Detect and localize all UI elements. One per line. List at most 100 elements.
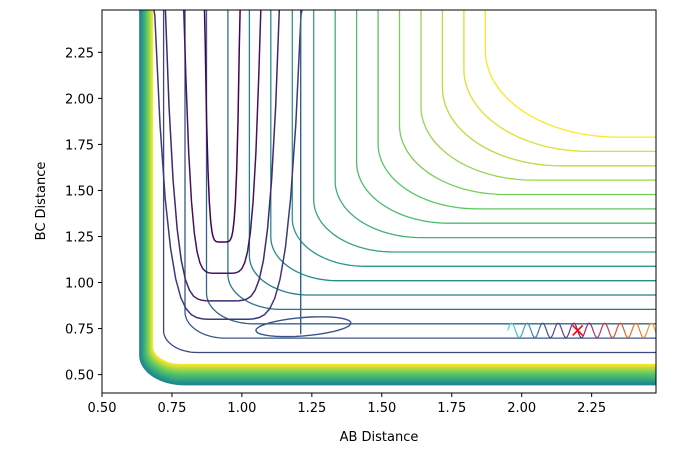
trajectory-segment [573, 323, 576, 326]
trajectory-segment [537, 328, 541, 332]
trajectory-segment [587, 322, 590, 325]
trajectory-segment [535, 334, 538, 337]
contour-line [162, 10, 656, 354]
trajectory-segment [512, 323, 515, 327]
trajectory-segment [524, 323, 527, 327]
trajectory-segment [507, 327, 510, 331]
contour-line [145, 10, 656, 376]
trajectory-segment [523, 326, 526, 330]
y-tick-label: 1.75 [65, 138, 94, 153]
trajectory-segment [618, 322, 621, 325]
trajectory-segment [624, 333, 627, 337]
trajectory-segment [514, 329, 517, 333]
x-tick-label: 2.00 [507, 401, 536, 416]
contour-line [203, 10, 241, 243]
trajectory-segment [525, 322, 528, 325]
trajectory-segment [541, 322, 543, 325]
trajectory-segment [567, 332, 570, 336]
contour-line [146, 10, 656, 374]
trajectory-segment [615, 329, 618, 333]
contour-lines [139, 10, 656, 386]
x-tick-label: 1.75 [437, 401, 466, 416]
trajectory-segment [597, 335, 600, 338]
contour-line [151, 10, 656, 367]
contour-line [149, 10, 656, 369]
trajectory-segment [630, 331, 633, 335]
y-tick-label: 1.00 [65, 277, 94, 292]
x-tick-label: 1.00 [227, 401, 256, 416]
trajectory-segment [639, 331, 642, 335]
trajectory-segment [511, 322, 514, 325]
contour-line [205, 10, 656, 325]
trajectory-segment [617, 323, 620, 327]
trajectory-segment [595, 336, 598, 339]
trajectory-segment [601, 324, 604, 328]
x-tick-label: 1.25 [297, 401, 326, 416]
trajectory-segment [586, 323, 589, 326]
contour-line [255, 316, 352, 338]
trajectory-segment [584, 328, 587, 332]
contour-line [144, 10, 656, 377]
trajectory-segment [652, 324, 655, 327]
trajectory-segment [548, 336, 551, 339]
x-tick-label: 0.50 [88, 401, 117, 416]
trajectory-segment [606, 326, 609, 330]
y-tick-label: 1.25 [65, 230, 94, 245]
trajectory-segment [534, 336, 537, 339]
y-axis-label: BC Distance [34, 162, 49, 241]
trajectory-segment [519, 334, 523, 338]
trajectory-segment [519, 336, 521, 339]
trajectory-segment [544, 325, 547, 329]
trajectory-segment [582, 334, 585, 337]
trajectory-segment [637, 325, 640, 329]
trajectory-segment [571, 322, 574, 325]
trajectory-segment [517, 336, 520, 339]
trajectory-segment [623, 330, 626, 334]
trajectory-segment [574, 324, 578, 328]
contour-line [145, 10, 656, 375]
trajectory-segment [532, 335, 535, 338]
contour-line [148, 10, 656, 371]
trajectory-segment [635, 322, 638, 325]
contour-line [139, 10, 656, 385]
trajectory-segment [551, 333, 554, 337]
trajectory-segment [528, 324, 531, 328]
trajectory-segment [651, 322, 654, 325]
trajectory-segment [646, 326, 650, 331]
trajectory-segment [609, 335, 613, 338]
trajectory-segment [591, 328, 595, 332]
trajectory-segment [592, 331, 596, 335]
trajectory-segment [641, 336, 644, 339]
trajectory-segment [554, 324, 557, 328]
trajectory-segment [608, 332, 612, 336]
trajectory-segment [633, 323, 636, 326]
trajectory-segment [553, 327, 556, 331]
contour-line [398, 10, 656, 196]
trajectory-segment [579, 335, 582, 338]
trajectory-segment [589, 323, 592, 326]
contour-line [420, 10, 656, 181]
trajectory-segment [538, 325, 542, 329]
trajectory-segment [513, 326, 516, 330]
trajectory-segment [520, 332, 524, 336]
trajectory-path [507, 322, 656, 339]
trajectory-segment [527, 322, 530, 326]
contour-line [463, 10, 656, 153]
trajectory-segment [636, 323, 639, 326]
trajectory-segment [562, 332, 565, 336]
trajectory-segment [607, 329, 610, 333]
contour-line [149, 10, 656, 369]
y-tick-label: 0.75 [65, 323, 94, 338]
trajectory-segment [590, 325, 594, 329]
x-tick-label: 0.75 [157, 401, 186, 416]
contour-line [484, 10, 656, 138]
trajectory-segment [558, 322, 561, 325]
trajectory-segment [552, 330, 555, 334]
y-tick-label: 2.25 [65, 46, 94, 61]
trajectory-segment [602, 322, 605, 326]
x-axis-label: AB Distance [340, 430, 419, 445]
trajectory-segment [622, 327, 625, 331]
trajectory-segment [632, 325, 635, 329]
contour-line [140, 10, 656, 384]
